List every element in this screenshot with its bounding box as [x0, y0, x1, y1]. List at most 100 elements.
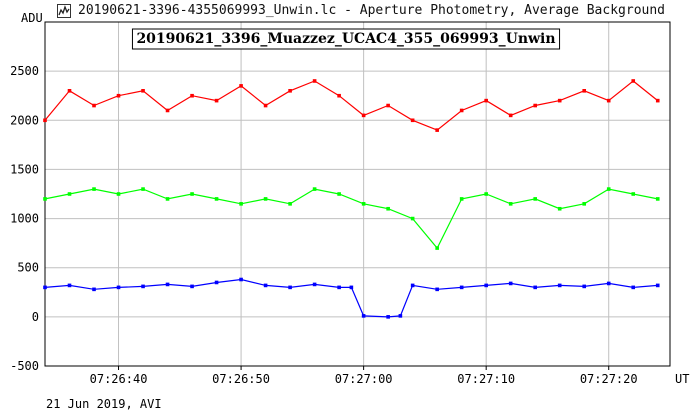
- data-point-comparison: [288, 202, 292, 206]
- data-point-background: [606, 281, 611, 286]
- chart-grid: [45, 22, 670, 370]
- data-point-background: [337, 285, 341, 290]
- data-point-background: [655, 283, 660, 288]
- y-tick-label: 1000: [10, 212, 39, 226]
- data-point-background: [214, 280, 219, 285]
- data-point-comparison: [214, 197, 219, 201]
- data-point-target: [190, 93, 194, 98]
- data-point-background: [190, 284, 194, 289]
- data-point-comparison: [165, 197, 170, 201]
- data-point-background: [435, 287, 439, 292]
- data-point-background: [459, 285, 464, 290]
- window-titlebar: 20190621-3396-4355069993_Unwin.lc - Aper…: [0, 0, 699, 22]
- x-axis-label: UT: [675, 372, 689, 386]
- data-point-target: [508, 113, 513, 118]
- data-point-target: [141, 89, 145, 93]
- y-tick-label: 2000: [10, 113, 39, 127]
- data-point-background: [43, 285, 47, 290]
- data-point-comparison: [43, 197, 47, 201]
- y-tick-label: 0: [32, 310, 39, 324]
- data-point-comparison: [337, 192, 341, 196]
- chart-title-box: [131, 28, 561, 50]
- data-point-background: [349, 285, 354, 290]
- y-tick-label: -500: [10, 359, 39, 373]
- data-point-background: [239, 277, 243, 282]
- data-point-comparison: [435, 246, 439, 250]
- data-point-comparison: [92, 187, 96, 191]
- data-point-target: [263, 103, 268, 108]
- data-point-background: [484, 283, 488, 288]
- data-point-target: [484, 98, 488, 103]
- data-point-target: [606, 98, 611, 103]
- series-line-target: [44, 80, 659, 131]
- data-point-background: [165, 282, 170, 287]
- data-point-background: [410, 283, 415, 288]
- series-target: [43, 79, 660, 132]
- x-tick-label: 07:27:00: [335, 372, 393, 386]
- series-background: [43, 277, 660, 319]
- data-point-target: [67, 89, 72, 93]
- data-point-target: [337, 93, 341, 98]
- data-point-comparison: [239, 202, 243, 206]
- data-point-target: [116, 93, 121, 98]
- data-point-target: [288, 89, 292, 93]
- data-point-target: [312, 79, 317, 83]
- data-point-target: [361, 113, 366, 118]
- lightcurve-app-icon[interactable]: [57, 4, 71, 18]
- y-axis-label: ADU: [21, 11, 43, 25]
- data-point-comparison: [606, 187, 611, 191]
- data-point-background: [533, 285, 537, 290]
- x-tick-label: 07:27:20: [580, 372, 638, 386]
- x-tick-label: 07:26:50: [212, 372, 270, 386]
- y-tick-label: 2500: [10, 64, 39, 78]
- y-tick-labels: -500 0 500 1000 1500 2000 2500: [10, 64, 39, 373]
- data-point-comparison: [312, 187, 317, 191]
- data-point-comparison: [582, 202, 587, 206]
- data-point-background: [361, 314, 366, 318]
- data-point-comparison: [484, 192, 488, 196]
- data-point-background: [116, 285, 121, 290]
- data-point-target: [165, 108, 170, 113]
- data-point-background: [508, 281, 513, 286]
- data-point-comparison: [116, 192, 121, 196]
- data-point-target: [435, 128, 439, 132]
- data-point-background: [67, 283, 72, 288]
- series-line-comparison: [44, 188, 658, 250]
- data-point-comparison: [533, 197, 537, 201]
- data-point-target: [631, 79, 636, 83]
- series-comparison: [43, 187, 660, 250]
- data-point-comparison: [67, 192, 72, 196]
- data-point-background: [398, 314, 403, 318]
- data-point-background: [288, 285, 292, 290]
- data-point-background: [557, 283, 562, 288]
- data-point-background: [312, 282, 317, 287]
- data-point-target: [43, 118, 47, 123]
- plot-area-frame: [44, 21, 671, 367]
- data-point-comparison: [631, 192, 636, 196]
- data-point-target: [582, 89, 587, 93]
- data-point-target: [557, 98, 562, 103]
- data-point-target: [655, 98, 660, 103]
- data-point-target: [239, 84, 243, 88]
- data-point-comparison: [410, 216, 415, 221]
- series-line-background: [44, 278, 658, 318]
- y-tick-label: 1500: [10, 162, 39, 176]
- x-tick-label: 07:26:40: [90, 372, 148, 386]
- data-point-background: [92, 287, 96, 292]
- x-tick-label: 07:27:10: [457, 372, 515, 386]
- series-layer: [43, 79, 660, 319]
- data-point-background: [263, 283, 268, 288]
- data-point-comparison: [386, 206, 390, 211]
- window-title: 20190621-3396-4355069993_Unwin.lc - Aper…: [78, 3, 665, 18]
- data-point-comparison: [263, 197, 268, 201]
- x-tick-labels: 07:26:40 07:26:50 07:27:00 07:27:10 07:27:20: [90, 372, 638, 386]
- data-point-comparison: [508, 202, 513, 206]
- data-point-comparison: [655, 197, 660, 201]
- data-point-target: [533, 103, 537, 108]
- data-point-target: [410, 118, 415, 123]
- data-point-comparison: [557, 206, 562, 211]
- chart-title: 20190621_3396_Muazzez_UCAC4_355_069993_U…: [136, 31, 555, 47]
- data-point-comparison: [459, 197, 464, 201]
- data-point-target: [214, 98, 219, 103]
